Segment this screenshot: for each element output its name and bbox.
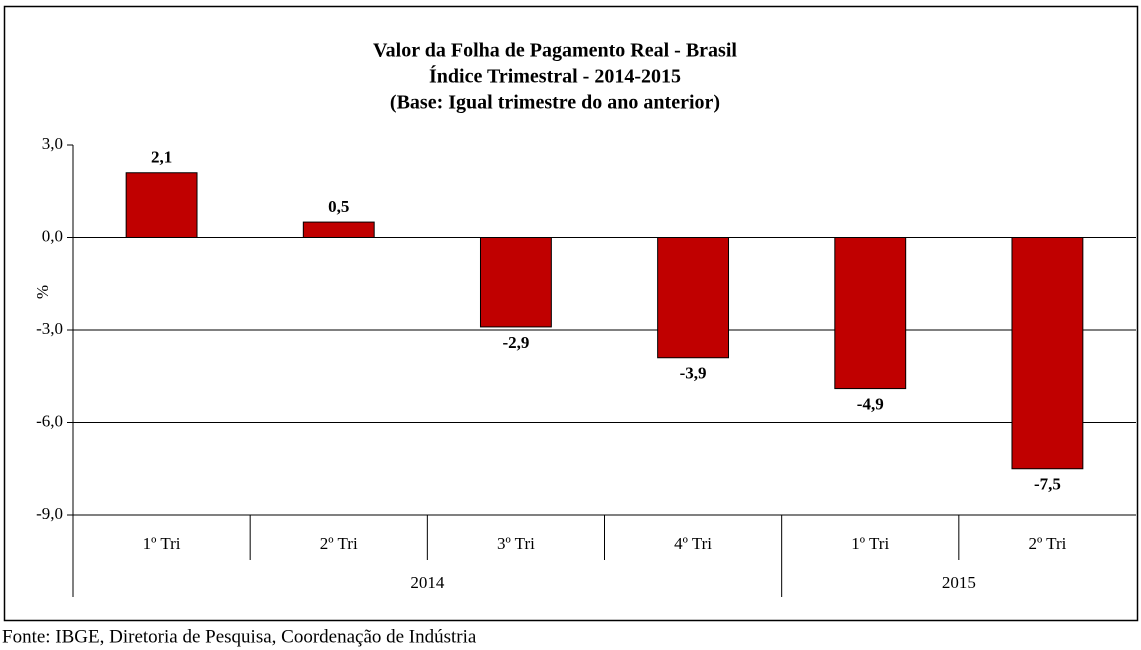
bar — [657, 237, 730, 359]
group-label: 2015 — [942, 573, 976, 592]
bar — [125, 172, 198, 238]
y-tick-label: -9,0 — [36, 504, 63, 523]
bar — [834, 237, 907, 390]
bar — [1011, 237, 1084, 470]
chart-subtitle: (Base: Igual trimestre do ano anterior) — [390, 92, 720, 114]
value-label: 2,1 — [151, 148, 172, 167]
bar — [302, 221, 375, 238]
value-label: -4,9 — [857, 394, 884, 413]
x-tick-label: 1º Tri — [851, 534, 889, 553]
x-tick-label: 4º Tri — [674, 534, 712, 553]
y-tick-label: 3,0 — [42, 134, 63, 153]
x-tick-label: 3º Tri — [497, 534, 535, 553]
source-note: Fonte: IBGE, Diretoria de Pesquisa, Coor… — [2, 626, 477, 647]
y-tick-label: -6,0 — [36, 411, 63, 430]
chart-subtitle: Índice Trimestral - 2014-2015 — [429, 65, 681, 88]
x-tick-label: 2º Tri — [320, 534, 358, 553]
value-label: -3,9 — [680, 364, 707, 383]
y-tick-label: 0,0 — [42, 226, 63, 245]
y-tick-label: -3,0 — [36, 319, 63, 338]
x-tick-label: 2º Tri — [1028, 534, 1066, 553]
chart-border — [3, 5, 1139, 622]
y-axis-label: % — [33, 285, 52, 299]
value-label: -2,9 — [502, 333, 529, 352]
x-tick-label: 1º Tri — [143, 534, 181, 553]
bar — [479, 237, 552, 328]
chart-title: Valor da Folha de Pagamento Real - Brasi… — [373, 40, 737, 62]
value-label: -7,5 — [1034, 475, 1061, 494]
value-label: 0,5 — [328, 197, 349, 216]
group-label: 2014 — [410, 573, 445, 592]
